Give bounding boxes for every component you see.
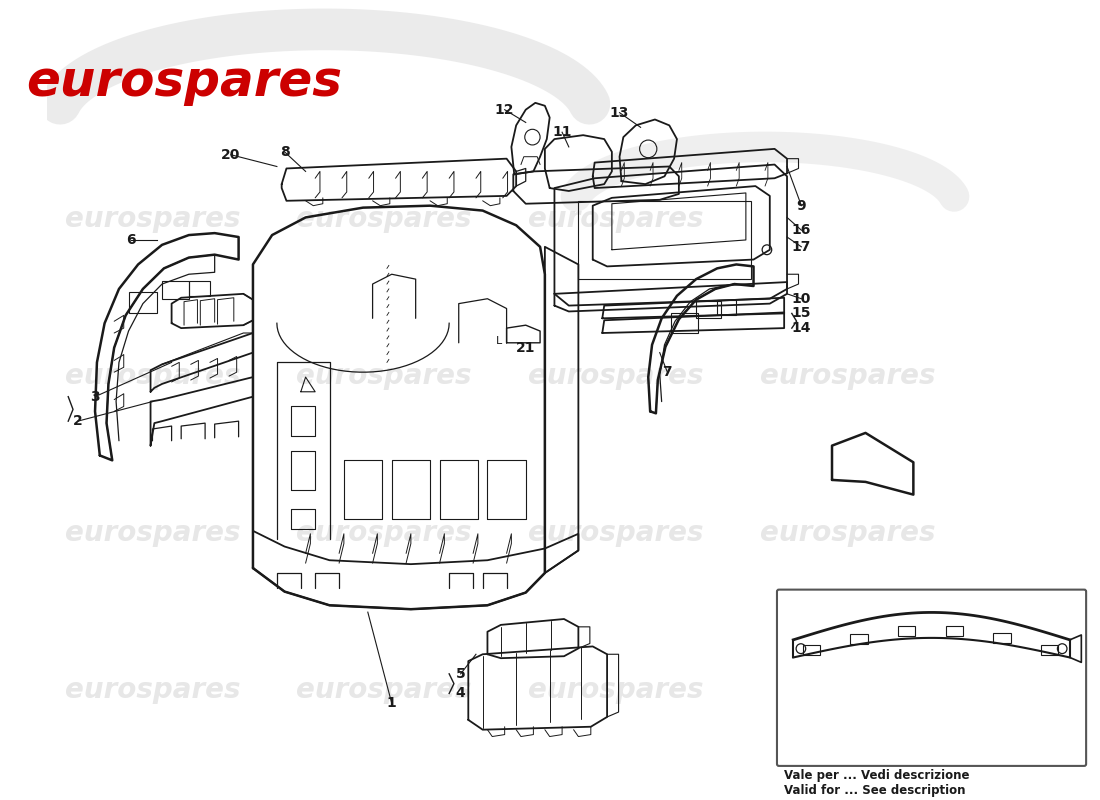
- Text: eurospares: eurospares: [528, 675, 704, 703]
- Text: 18: 18: [928, 719, 947, 733]
- Text: eurospares: eurospares: [26, 58, 342, 106]
- Text: eurospares: eurospares: [65, 519, 240, 547]
- Bar: [946, 626, 962, 636]
- Text: Vale per ... Vedi descrizione
Valid for ... See description: Vale per ... Vedi descrizione Valid for …: [783, 769, 969, 797]
- Text: 3: 3: [90, 390, 100, 404]
- Text: eurospares: eurospares: [296, 675, 472, 703]
- Text: eurospares: eurospares: [65, 675, 240, 703]
- Text: 1: 1: [387, 696, 397, 710]
- Bar: [850, 634, 868, 644]
- Text: 20: 20: [221, 148, 241, 162]
- Bar: [579, 201, 750, 279]
- Text: 10: 10: [792, 292, 811, 306]
- Text: 15: 15: [792, 306, 811, 321]
- Text: 7: 7: [662, 365, 672, 379]
- Bar: [717, 300, 736, 315]
- Text: 12: 12: [495, 102, 515, 117]
- Text: 17: 17: [792, 240, 811, 254]
- Text: eurospares: eurospares: [528, 519, 704, 547]
- Bar: [803, 645, 820, 654]
- Text: eurospares: eurospares: [296, 362, 472, 390]
- Text: 6: 6: [126, 233, 136, 247]
- Text: 19: 19: [861, 719, 880, 733]
- Text: eurospares: eurospares: [760, 519, 935, 547]
- Text: 14: 14: [792, 321, 811, 335]
- Text: 16: 16: [792, 223, 811, 237]
- Bar: [898, 626, 915, 636]
- Text: eurospares: eurospares: [65, 206, 240, 234]
- Text: eurospares: eurospares: [760, 362, 935, 390]
- Text: eurospares: eurospares: [296, 519, 472, 547]
- Bar: [993, 633, 1011, 643]
- Text: eurospares: eurospares: [528, 206, 704, 234]
- Text: eurospares: eurospares: [296, 206, 472, 234]
- Text: 2: 2: [73, 414, 82, 428]
- Text: L: L: [496, 336, 502, 346]
- Text: 11: 11: [552, 126, 572, 139]
- Text: 9: 9: [796, 198, 806, 213]
- Text: 13: 13: [609, 106, 629, 120]
- Bar: [189, 281, 210, 296]
- Text: 5: 5: [455, 667, 465, 681]
- Text: 8: 8: [279, 145, 289, 159]
- Bar: [129, 292, 157, 314]
- Text: 4: 4: [455, 686, 465, 701]
- Text: eurospares: eurospares: [528, 362, 704, 390]
- Bar: [696, 301, 720, 318]
- Text: 21: 21: [516, 341, 536, 354]
- Bar: [1041, 645, 1058, 654]
- Bar: [671, 314, 698, 333]
- FancyBboxPatch shape: [777, 590, 1086, 766]
- Text: eurospares: eurospares: [65, 362, 240, 390]
- Bar: [162, 281, 189, 298]
